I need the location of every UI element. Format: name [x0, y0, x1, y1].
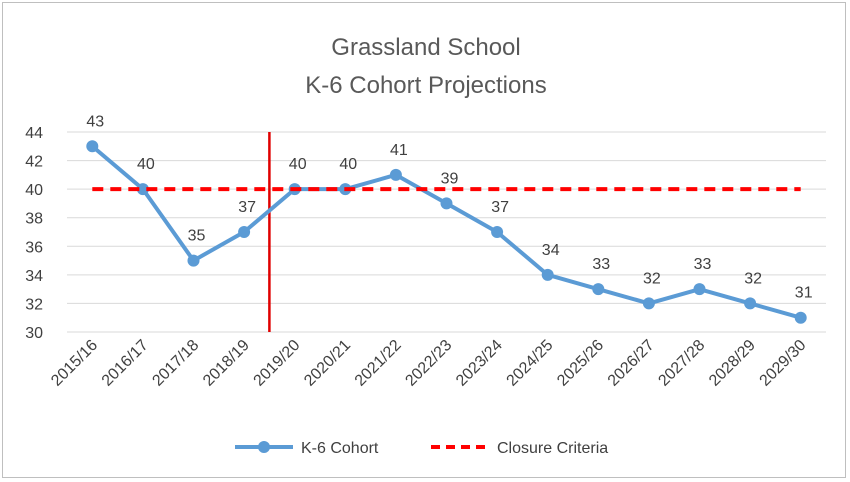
point-k6-cohort — [389, 168, 402, 181]
y-tick-label: 44 — [25, 125, 43, 142]
x-tick-label: 2023/24 — [453, 337, 506, 390]
y-tick-label: 38 — [25, 211, 43, 228]
data-label-k6-cohort: 40 — [339, 156, 357, 173]
point-k6-cohort — [187, 254, 200, 267]
x-tick-label: 2017/18 — [149, 337, 202, 390]
point-k6-cohort — [86, 140, 99, 153]
x-tick-label: 2022/23 — [402, 337, 455, 390]
data-label-k6-cohort: 33 — [694, 256, 712, 273]
legend-closure-label: Closure Criteria — [497, 440, 608, 457]
point-k6-cohort — [136, 183, 149, 196]
legend-k6-label: K-6 Cohort — [301, 440, 379, 457]
y-axis-ticks: 30 32 34 36 38 40 42 44 — [25, 125, 43, 342]
x-tick-label: 2018/19 — [200, 337, 253, 390]
gridlines — [67, 131, 826, 333]
y-tick-label: 36 — [25, 239, 43, 256]
series-layer — [86, 140, 807, 324]
data-label-k6-cohort: 39 — [441, 170, 459, 187]
point-k6-cohort — [592, 283, 605, 296]
data-label-k6-cohort: 40 — [289, 156, 307, 173]
x-tick-label: 2028/29 — [706, 337, 759, 390]
data-label-k6-cohort: 33 — [592, 256, 610, 273]
point-k6-cohort — [541, 268, 554, 281]
chart-title-group: Grassland School K-6 Cohort Projections — [305, 34, 546, 99]
data-label-k6-cohort: 32 — [744, 270, 762, 287]
data-label-k6-cohort: 43 — [86, 113, 104, 130]
y-tick-label: 40 — [25, 182, 43, 199]
chart-title: Grassland School — [331, 34, 520, 61]
x-tick-label: 2016/17 — [99, 337, 152, 390]
y-tick-label: 30 — [25, 325, 43, 342]
y-tick-label: 42 — [25, 154, 43, 171]
x-tick-label: 2019/20 — [251, 337, 304, 390]
legend-k6-marker — [258, 441, 270, 453]
legend: K-6 Cohort Closure Criteria — [235, 440, 608, 457]
x-tick-label: 2021/22 — [352, 337, 405, 390]
x-axis-ticks: 2015/162016/172017/182018/192019/202020/… — [48, 337, 809, 390]
point-k6-cohort — [794, 311, 807, 324]
y-tick-label: 34 — [25, 268, 43, 285]
data-label-k6-cohort: 32 — [643, 270, 661, 287]
data-label-k6-cohort: 37 — [491, 199, 509, 216]
data-label-k6-cohort: 37 — [238, 199, 256, 216]
chart-subtitle: K-6 Cohort Projections — [305, 72, 546, 99]
point-k6-cohort — [491, 226, 504, 238]
data-label-k6-cohort: 34 — [542, 242, 560, 259]
point-k6-cohort — [238, 226, 251, 238]
point-k6-cohort — [642, 297, 655, 310]
x-tick-label: 2015/16 — [48, 337, 101, 390]
data-label-k6-cohort: 40 — [137, 156, 155, 173]
x-tick-label: 2025/26 — [554, 337, 607, 390]
line-chart: Grassland School K-6 Cohort Projections … — [25, 34, 826, 457]
y-tick-label: 32 — [25, 296, 43, 313]
point-k6-cohort — [744, 297, 757, 310]
x-tick-label: 2027/28 — [655, 337, 708, 390]
point-k6-cohort — [693, 283, 706, 296]
data-label-k6-cohort: 31 — [795, 285, 813, 302]
x-tick-label: 2024/25 — [504, 337, 557, 390]
data-label-k6-cohort: 35 — [188, 228, 206, 245]
data-label-k6-cohort: 41 — [390, 142, 408, 159]
data-labels: 43 40 35 37 40 40 41 39 37 34 33 32 33 32 31 — [86, 113, 812, 301]
x-tick-label: 2029/30 — [757, 337, 810, 390]
x-tick-label: 2026/27 — [605, 337, 658, 390]
x-tick-label: 2020/21 — [301, 337, 354, 390]
point-k6-cohort — [440, 197, 453, 210]
